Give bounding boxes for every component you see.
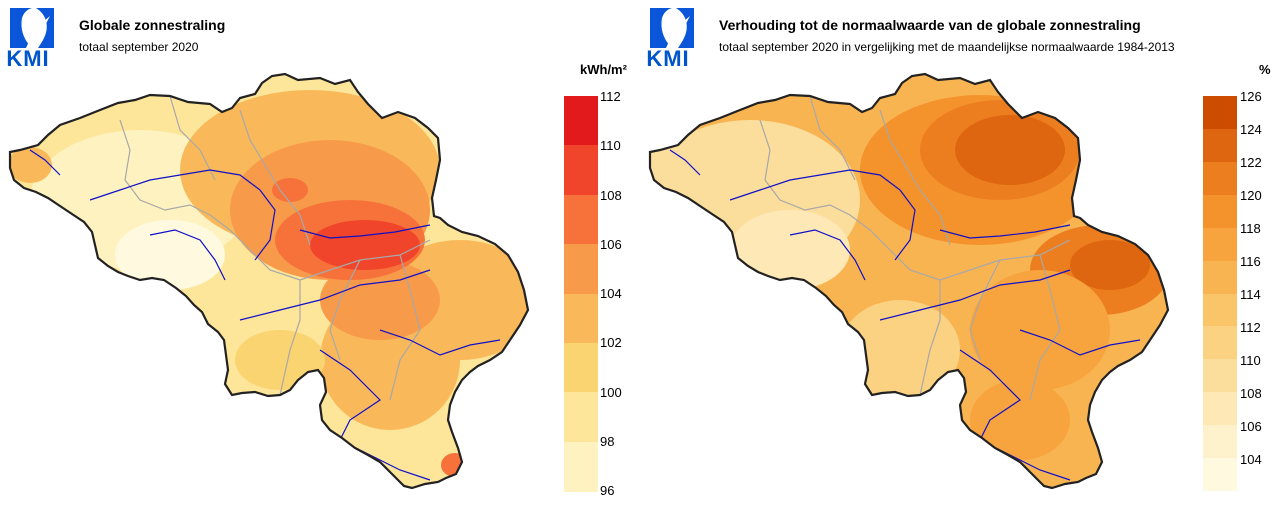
legend-swatch (564, 145, 598, 196)
kmi-logo-text: KMI (646, 46, 690, 71)
belgium-ratio-map (648, 72, 1170, 490)
legend-tick: 100 (600, 385, 622, 400)
legend-tick: 114 (1240, 287, 1261, 302)
map-panel-ratio: KMI Verhouding tot de normaalwaarde van … (640, 0, 1280, 507)
legend-tick: 108 (1240, 386, 1262, 401)
legend-swatch (1203, 194, 1237, 228)
legend-swatch (1203, 128, 1237, 162)
kmi-logo (10, 8, 54, 48)
legend-tick: 104 (1240, 452, 1262, 467)
legend-swatch (1203, 392, 1237, 426)
map-subtitle: totaal september 2020 (79, 40, 199, 54)
legend-tick: 110 (600, 138, 621, 153)
legend-swatch (1203, 260, 1237, 294)
legend-tick: 106 (600, 237, 622, 252)
legend-swatch (1203, 425, 1237, 459)
legend-tick: 112 (1240, 320, 1261, 335)
color-legend (564, 96, 598, 492)
legend-unit: kWh/m² (580, 62, 627, 77)
legend-swatch (1203, 96, 1237, 129)
legend-swatch (1203, 458, 1237, 492)
legend-tick: 124 (1240, 122, 1262, 137)
belgium-radiation-map (8, 72, 530, 490)
legend-tick: 96 (600, 483, 615, 498)
legend-swatch (1203, 293, 1237, 327)
legend-swatch (564, 96, 598, 146)
legend-swatch (1203, 326, 1237, 360)
legend-tick: 106 (1240, 419, 1262, 434)
color-legend (1203, 96, 1237, 492)
legend-swatch (564, 244, 598, 295)
map-panel-radiation: KMI Globale zonnestraling totaal septemb… (6, 8, 627, 498)
map-title: Verhouding tot de normaalwaarde van de g… (719, 17, 1141, 33)
legend-swatch (564, 342, 598, 393)
legend-tick: 104 (600, 286, 622, 301)
kmi-logo-text: KMI (6, 46, 50, 71)
legend-tick: 122 (1240, 155, 1262, 170)
map-title: Globale zonnestraling (79, 17, 226, 33)
legend-swatch (564, 194, 598, 245)
legend-swatch (564, 441, 598, 492)
map-subtitle: totaal september 2020 in vergelijking me… (719, 40, 1175, 54)
legend-tick: 118 (1240, 221, 1261, 236)
legend-swatch (564, 392, 598, 443)
legend-swatch (564, 293, 598, 344)
legend-swatch (1203, 359, 1237, 393)
legend-tick: 120 (1240, 188, 1262, 203)
legend-tick: 112 (600, 89, 621, 104)
legend-tick: 98 (600, 434, 615, 449)
legend-swatch (1203, 161, 1237, 195)
legend-swatch (1203, 227, 1237, 261)
kmi-logo (650, 8, 694, 48)
legend-unit: % (1259, 62, 1271, 77)
legend-tick: 116 (1240, 254, 1261, 269)
legend-tick: 108 (600, 188, 622, 203)
legend-tick: 102 (600, 335, 622, 350)
legend-tick: 126 (1240, 89, 1262, 104)
legend-tick: 110 (1240, 353, 1261, 368)
